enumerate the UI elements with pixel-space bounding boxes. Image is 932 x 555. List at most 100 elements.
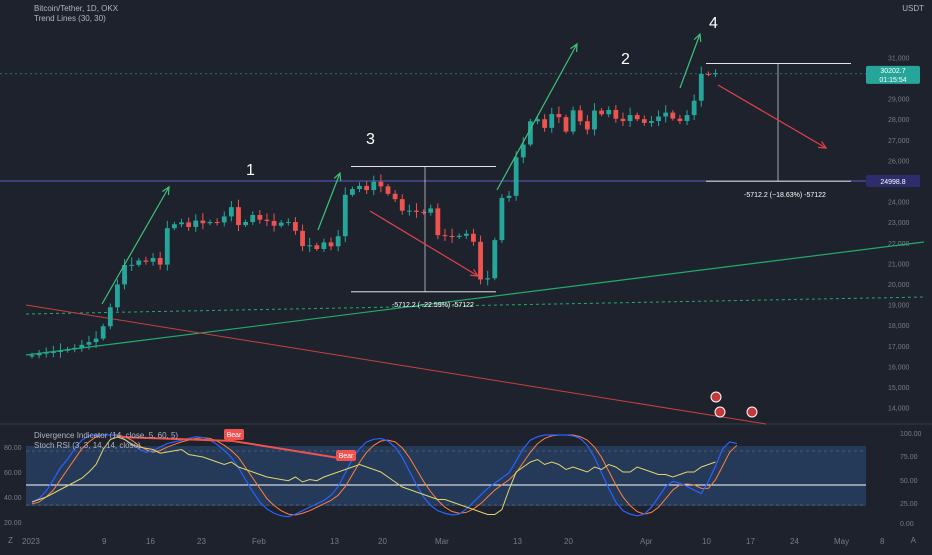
- support-trendline: [25, 241, 925, 356]
- down-arrow: [369, 210, 479, 277]
- candle-body: [186, 222, 192, 227]
- candle-body: [271, 220, 277, 226]
- candle-body: [164, 228, 170, 265]
- trendline-indicator-label: Trend Lines (30, 30): [34, 14, 106, 23]
- candle-body: [577, 110, 583, 122]
- symbol-title: Bitcoin/Tether, 1D, OKX: [34, 4, 119, 13]
- support-trendline-dashed: [25, 296, 925, 315]
- time-axis-tick: 13: [330, 537, 339, 546]
- candle-body: [157, 258, 163, 265]
- price-axis-tick: 24,000: [888, 200, 910, 207]
- lower-left-tick: 60.00: [4, 470, 22, 477]
- time-axis-tick: 2023: [22, 537, 40, 546]
- time-axis-tick: 23: [197, 537, 206, 546]
- candle-body: [492, 240, 498, 279]
- candle-body: [428, 208, 434, 213]
- time-axis-tick: 10: [702, 537, 711, 546]
- last-price-text: 30202.7: [880, 68, 905, 75]
- time-axis-tick: Mar: [435, 537, 449, 546]
- bear-label-box: [336, 450, 356, 461]
- candle-body: [307, 245, 313, 247]
- price-axis-tick: 18,000: [888, 323, 910, 330]
- panel-separator: [0, 423, 932, 425]
- up-arrow: [317, 172, 341, 231]
- candle-body: [442, 235, 448, 237]
- candle-body: [542, 119, 548, 128]
- wave-label-3: 3: [366, 131, 375, 148]
- candle-body: [357, 185, 362, 190]
- down-arrow-head: [817, 141, 828, 149]
- candle-body: [499, 197, 505, 241]
- candle-body: [435, 208, 441, 236]
- candle-body: [713, 73, 718, 75]
- measure-label: -5712.2 (−18.63%) -57122: [744, 192, 826, 199]
- divergence-indicator-label: Divergence Indicator (14, close, 5, 60, …: [34, 431, 179, 440]
- lower-left-tick: 40.00: [4, 495, 22, 502]
- candle-body: [86, 342, 92, 345]
- time-axis-tick: 17: [746, 537, 755, 546]
- candle-body: [456, 235, 462, 238]
- rsi-line: [31, 436, 716, 515]
- candle-body: [449, 236, 455, 238]
- candle-body: [150, 258, 156, 262]
- time-axis-tick: Apr: [640, 537, 653, 546]
- candle-body: [364, 185, 370, 191]
- candle-body: [172, 224, 177, 229]
- candle-body: [214, 221, 220, 223]
- candle-body: [122, 265, 127, 285]
- candle-body: [627, 115, 633, 122]
- up-arrow-head: [333, 171, 342, 182]
- event-marker: [714, 406, 726, 418]
- candle-body: [478, 241, 483, 280]
- candle-body: [278, 222, 284, 226]
- time-axis-tick: May: [834, 537, 849, 546]
- up-arrow: [496, 43, 578, 191]
- price-axis-tick: 31,000: [888, 55, 910, 62]
- candle-body: [350, 189, 355, 195]
- candle-body: [399, 199, 405, 211]
- candle-body: [663, 112, 669, 117]
- candle-body: [506, 195, 512, 198]
- currency-label: USDT: [902, 4, 924, 13]
- candle-body: [29, 355, 35, 357]
- candle-body: [535, 119, 540, 122]
- candle-body: [264, 219, 270, 221]
- candle-body: [592, 110, 597, 130]
- candle-body: [371, 181, 377, 191]
- candle-body: [65, 349, 70, 351]
- time-axis-tick: 16: [146, 537, 155, 546]
- candle-body: [421, 211, 426, 213]
- time-axis-tick: 20: [378, 537, 387, 546]
- time-axis-tick: 20: [564, 537, 573, 546]
- candle-body: [314, 245, 320, 249]
- up-arrow-head: [162, 185, 170, 196]
- bear-divergence-line: [232, 440, 346, 460]
- candle-body: [691, 100, 697, 116]
- candle-body: [385, 186, 391, 194]
- candle-body: [335, 236, 341, 247]
- candle-body: [207, 221, 213, 224]
- bear-divergence-line: [119, 436, 234, 442]
- candle-body: [243, 221, 248, 226]
- candle-body: [649, 121, 654, 123]
- event-marker: [746, 406, 758, 418]
- corner-right-label: A: [910, 536, 916, 545]
- level-price-text: 24998.8: [880, 179, 905, 186]
- candle-body: [584, 121, 590, 130]
- time-axis-tick: 13: [513, 537, 522, 546]
- up-arrow-head: [570, 42, 578, 53]
- candle-body: [136, 260, 142, 265]
- candle-body: [321, 242, 327, 249]
- candle-body: [228, 207, 234, 217]
- candle-body: [392, 193, 398, 200]
- candle-body: [250, 214, 256, 222]
- price-axis-tick: 29,000: [888, 97, 910, 104]
- candle-body: [613, 109, 619, 119]
- price-axis-tick: 20,000: [888, 282, 910, 289]
- price-axis-tick: 14,000: [888, 406, 910, 413]
- candle-body: [300, 230, 305, 247]
- time-axis-tick: 8: [880, 537, 885, 546]
- lower-right-tick: 0.00: [900, 521, 914, 528]
- price-axis-tick: 23,000: [888, 220, 910, 227]
- candle-body: [342, 194, 348, 237]
